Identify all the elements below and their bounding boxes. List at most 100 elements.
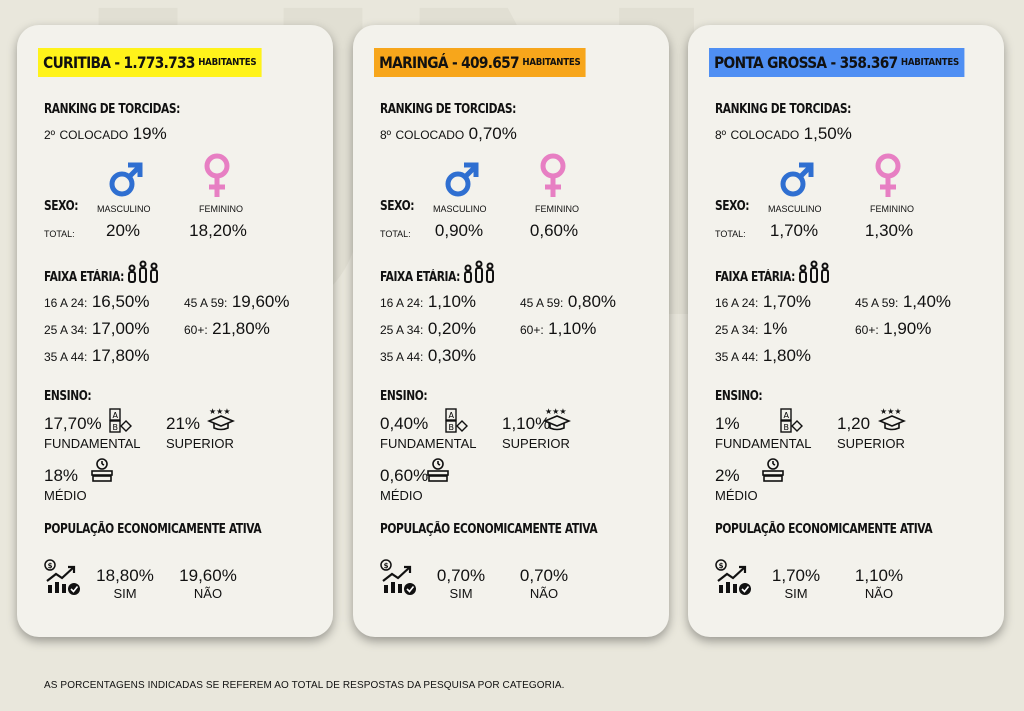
pea-sim-value: 0,70% (436, 566, 486, 585)
city-name: MARINGÁ - 409.657 (379, 53, 519, 72)
age-16-24-value: 1,70% (762, 292, 812, 311)
age-16-24-value: 16,50% (91, 292, 150, 311)
total-label: TOTAL: (380, 229, 411, 239)
age-16-24: 16 A 24: 1,70% (715, 292, 811, 312)
abc-blocks-icon: A B (108, 407, 134, 435)
pea-nao-label: NÃO (529, 586, 559, 601)
city-title: MARINGÁ - 409.657 HABITANTES (374, 48, 586, 77)
svg-text:★★★: ★★★ (209, 407, 231, 416)
age-60-label: 60+: (520, 323, 544, 337)
age-45-59: 45 A 59: 0,80% (520, 292, 616, 312)
books-clock-icon (760, 457, 786, 483)
rank-value: 0,70% (468, 124, 517, 143)
sexo-heading: SEXO: (715, 199, 750, 214)
female-icon (873, 153, 903, 199)
growth-chart-icon: $ (380, 559, 418, 597)
svg-text:A: A (449, 411, 455, 420)
people-icon (463, 260, 495, 284)
city-title: PONTA GROSSA - 358.367 HABITANTES (709, 48, 965, 77)
masculino-label: MASCULINO (97, 204, 151, 214)
age-25-34-label: 25 A 34: (44, 323, 88, 337)
pea-sim-value: 18,80% (96, 566, 154, 585)
city-card-1: MARINGÁ - 409.657 HABITANTES RANKING DE … (353, 25, 669, 637)
age-35-44-label: 35 A 44: (715, 350, 759, 364)
superior-value: 1,10% (502, 414, 551, 433)
rank-colocado: COLOCADO (730, 128, 800, 142)
faixa-heading: FAIXA ETÁRIA: (380, 270, 460, 285)
superior-label: SUPERIOR (502, 436, 570, 451)
rank-position: 8º (380, 128, 392, 142)
feminino-label: FEMININO (535, 204, 579, 214)
fundamental-label: FUNDAMENTAL (44, 436, 141, 451)
svg-text:$: $ (384, 562, 389, 570)
ensino-heading: ENSINO: (44, 389, 92, 404)
graduation-cap-icon: ★★★ (207, 406, 235, 432)
age-60-label: 60+: (184, 323, 208, 337)
pea-nao-label: NÃO (864, 586, 894, 601)
city-card-2: PONTA GROSSA - 358.367 HABITANTES RANKIN… (688, 25, 1004, 637)
age-60: 60+: 21,80% (184, 319, 270, 339)
age-60-value: 1,90% (883, 319, 932, 338)
age-35-44-label: 35 A 44: (44, 350, 88, 364)
fundamental-value: 1% (715, 414, 740, 433)
pea-nao-value: 19,60% (179, 566, 237, 585)
ensino-heading: ENSINO: (380, 389, 428, 404)
masculino-value: 1,70% (769, 221, 819, 240)
age-60-value: 21,80% (212, 319, 270, 338)
age-45-59-value: 1,40% (902, 292, 952, 311)
age-45-59-label: 45 A 59: (855, 296, 899, 310)
svg-text:★★★: ★★★ (545, 407, 567, 416)
svg-text:$: $ (719, 562, 724, 570)
age-35-44-value: 0,30% (427, 346, 477, 365)
superior-label: SUPERIOR (166, 436, 234, 451)
ranking-heading: RANKING DE TORCIDAS: (380, 102, 517, 117)
ranking-heading: RANKING DE TORCIDAS: (44, 102, 181, 117)
ensino-heading: ENSINO: (715, 389, 763, 404)
medio-label: MÉDIO (44, 488, 87, 503)
pea-sim-label: SIM (449, 586, 473, 601)
rank-value: 19% (132, 124, 167, 143)
age-45-59-value: 19,60% (231, 292, 290, 311)
age-35-44: 35 A 44: 1,80% (715, 346, 811, 366)
total-label: TOTAL: (44, 229, 75, 239)
age-45-59-label: 45 A 59: (520, 296, 564, 310)
male-icon (108, 160, 144, 200)
feminino-value: 18,20% (189, 221, 247, 240)
rank-position: 2º (44, 128, 56, 142)
svg-text:B: B (113, 423, 119, 432)
female-icon (202, 153, 232, 199)
male-icon (779, 160, 815, 200)
rank-position: 8º (715, 128, 727, 142)
masculino-value: 0,90% (434, 221, 484, 240)
ranking-line: 8º COLOCADO 0,70% (380, 124, 517, 144)
fundamental-value: 17,70% (44, 414, 102, 433)
total-label: TOTAL: (715, 229, 746, 239)
feminino-value: 0,60% (529, 221, 579, 240)
rank-colocado: COLOCADO (59, 128, 129, 142)
female-icon (538, 153, 568, 199)
age-16-24: 16 A 24: 16,50% (44, 292, 150, 312)
age-25-34: 25 A 34: 17,00% (44, 319, 150, 339)
age-45-59: 45 A 59: 1,40% (855, 292, 951, 312)
ranking-line: 8º COLOCADO 1,50% (715, 124, 852, 144)
age-60-value: 1,10% (548, 319, 597, 338)
age-45-59-value: 0,80% (567, 292, 617, 311)
city-name: PONTA GROSSA - 358.367 (714, 53, 898, 72)
masculino-label: MASCULINO (768, 204, 822, 214)
svg-text:B: B (449, 423, 455, 432)
age-35-44-value: 1,80% (762, 346, 812, 365)
sexo-heading: SEXO: (380, 199, 415, 214)
pea-heading: POPULAÇÃO ECONOMICAMENTE ATIVA (715, 522, 933, 537)
feminino-label: FEMININO (199, 204, 243, 214)
svg-text:A: A (113, 411, 119, 420)
pea-heading: POPULAÇÃO ECONOMICAMENTE ATIVA (380, 522, 598, 537)
age-60-label: 60+: (855, 323, 879, 337)
habitantes-label: HABITANTES (900, 57, 959, 68)
age-16-24-value: 1,10% (427, 292, 477, 311)
age-60: 60+: 1,10% (520, 319, 596, 339)
pea-nao-value: 0,70% (519, 566, 569, 585)
age-35-44-label: 35 A 44: (380, 350, 424, 364)
superior-value: 1,20 (837, 414, 871, 433)
pea-sim-label: SIM (784, 586, 808, 601)
faixa-heading: FAIXA ETÁRIA: (715, 270, 795, 285)
